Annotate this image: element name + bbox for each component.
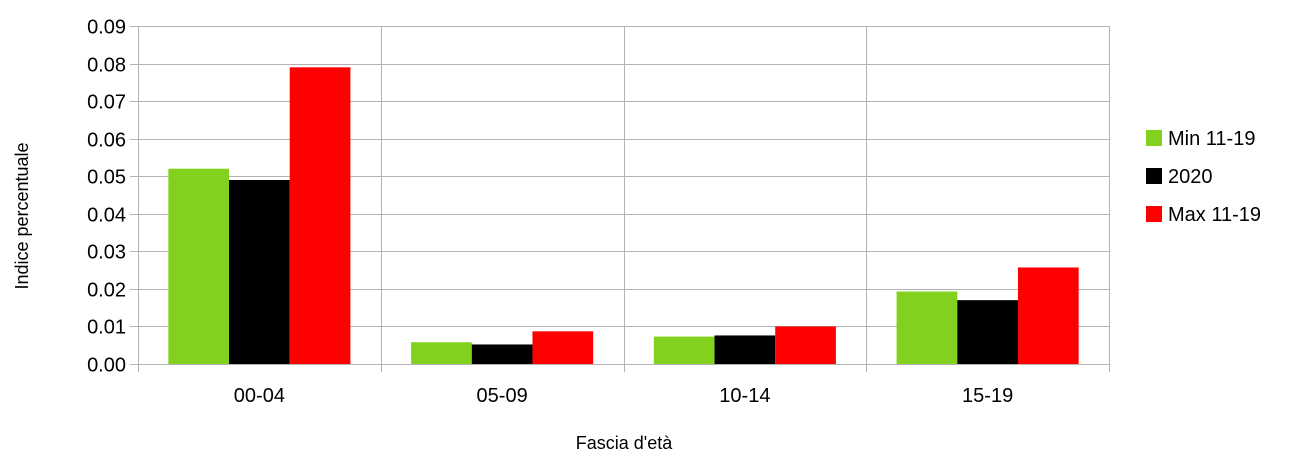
- legend-swatch: [1146, 130, 1162, 146]
- x-axis-title: Fascia d'età: [576, 433, 673, 453]
- x-tick-label: 05-09: [477, 385, 528, 407]
- legend-label: 2020: [1168, 166, 1213, 188]
- bar-10-14-2: [714, 335, 776, 364]
- bar-05-09-1: [411, 342, 472, 364]
- axes: [130, 26, 1110, 372]
- x-tick-label: 00-04: [234, 385, 285, 407]
- legend-label: Min 11-19: [1168, 128, 1255, 150]
- y-tick-label: 0.00: [87, 355, 126, 377]
- y-tick-label: 0.04: [87, 205, 126, 227]
- bar-00-04-3: [289, 67, 351, 365]
- legend: Min 11-19 2020 Max 11-19: [1146, 128, 1261, 226]
- x-tick-label: 10-14: [719, 385, 770, 407]
- bar-15-19-2: [957, 300, 1018, 364]
- x-axis-tick-labels: 00-04 05-09 10-14 15-19: [234, 385, 1013, 407]
- x-tick-label: 15-19: [962, 385, 1013, 407]
- bar-00-04-2: [229, 179, 290, 364]
- y-tick-label: 0.05: [87, 167, 126, 189]
- bar-05-09-2: [471, 344, 533, 364]
- bars: [168, 67, 1079, 365]
- y-tick-label: 0.01: [87, 317, 126, 339]
- bar-00-04-1: [168, 168, 230, 364]
- bar-10-14-3: [775, 326, 836, 364]
- y-tick-label: 0.06: [87, 130, 126, 152]
- bar-15-19-1: [896, 291, 958, 364]
- bar-10-14-1: [653, 336, 715, 364]
- y-axis-tick-labels: 0.00 0.01 0.02 0.03 0.04 0.05 0.06 0.07 0.08 0.09: [87, 17, 126, 377]
- legend-label: Max 11-19: [1168, 204, 1261, 226]
- y-tick-label: 0.09: [87, 17, 126, 39]
- y-tick-label: 0.02: [87, 280, 126, 302]
- y-tick-label: 0.08: [87, 55, 126, 77]
- y-tick-label: 0.07: [87, 92, 126, 114]
- y-tick-label: 0.03: [87, 242, 126, 264]
- bar-05-09-3: [532, 331, 594, 364]
- legend-swatch: [1146, 168, 1162, 184]
- bar-15-19-3: [1017, 267, 1079, 364]
- y-axis-title: Indice percentuale: [12, 142, 32, 289]
- legend-swatch: [1146, 206, 1162, 222]
